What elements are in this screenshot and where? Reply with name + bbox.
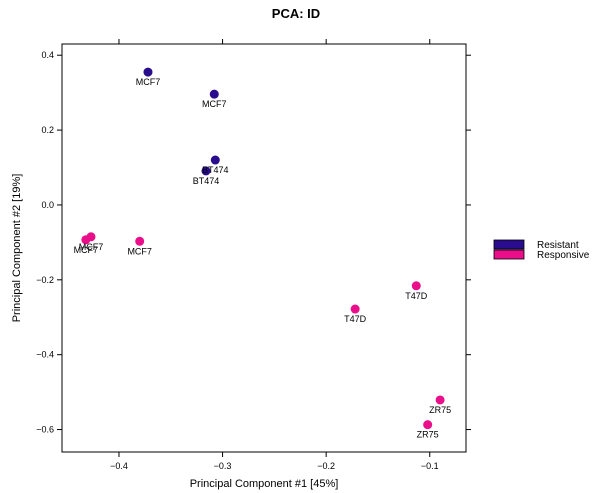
legend-label: Resistant (537, 240, 579, 251)
data-points (81, 67, 445, 430)
point-label: ZR75 (417, 430, 439, 440)
data-point (423, 420, 433, 430)
data-point (435, 395, 445, 405)
x-tick-label: −0.1 (421, 461, 439, 471)
y-tick-label: 0.0 (41, 200, 54, 210)
data-point (411, 281, 421, 291)
y-tick-label: 0.4 (41, 50, 54, 60)
point-label: MCF7 (79, 242, 104, 252)
plot-frame (61, 43, 467, 453)
y-tick-label: −0.2 (36, 275, 54, 285)
y-tick-label: −0.4 (36, 350, 54, 360)
legend-swatch (493, 239, 525, 250)
data-point (210, 155, 220, 165)
legend-swatch (493, 249, 525, 260)
point-label: BT474 (202, 165, 229, 175)
data-point (209, 89, 219, 99)
y-tick-label: 0.2 (41, 125, 54, 135)
data-point (135, 236, 145, 246)
point-label: MCF7 (127, 246, 152, 256)
legend-label: Responsive (537, 250, 590, 261)
x-tick-label: −0.3 (214, 461, 232, 471)
x-tick-label: −0.4 (110, 461, 128, 471)
data-point (350, 304, 360, 314)
point-label: MCF7 (136, 77, 161, 87)
point-label: MCF7 (74, 245, 99, 255)
y-axis-label: Principal Component #2 [19%] (11, 174, 23, 323)
data-point (201, 166, 211, 176)
point-label: T47D (405, 291, 428, 301)
data-point (143, 67, 153, 77)
point-label: MCF7 (202, 99, 227, 109)
point-label: ZR75 (429, 405, 451, 415)
x-axis-label: Principal Component #1 [45%] (190, 478, 339, 490)
chart-title: PCA: ID (272, 6, 320, 21)
y-tick-label: −0.6 (36, 425, 54, 435)
point-label: T47D (344, 314, 367, 324)
x-tick-label: −0.2 (317, 461, 335, 471)
point-label: BT474 (193, 176, 220, 186)
axis-ticks: −0.4 −0.3 −0.2 −0.1 −0.6 −0.4 −0.2 0.0 0.2 0.4 (36, 39, 471, 471)
data-point (86, 232, 96, 242)
